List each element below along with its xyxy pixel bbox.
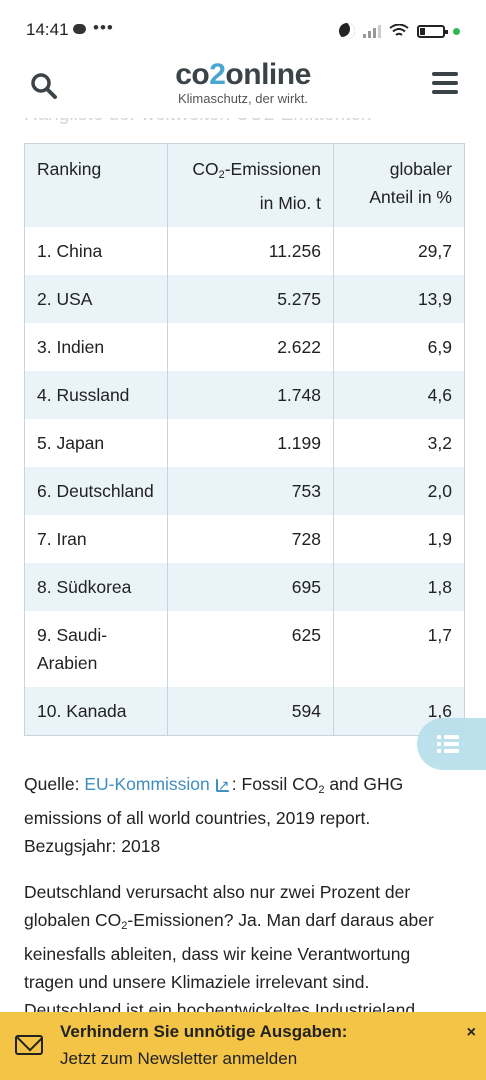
source-note: Quelle: EU-Kommission: Fossil CO2 and GH…	[24, 770, 464, 860]
cell-rank: 4. Russland	[25, 371, 168, 419]
cell-share: 4,6	[333, 371, 464, 419]
source-link[interactable]: EU-Kommission	[84, 774, 210, 794]
header-emissions: CO2-Emissionen in Mio. t	[167, 144, 334, 227]
do-not-disturb-icon	[339, 23, 355, 39]
chat-notification-icon	[73, 24, 86, 34]
body-paragraph: Deutschland verursacht also nur zwei Pro…	[24, 882, 434, 1020]
table-row: 5. Japan 1.199 3,2	[25, 419, 464, 467]
header-ranking: Ranking	[25, 144, 168, 227]
cell-rank: 6. Deutschland	[25, 467, 168, 515]
cell-emissions: 1.199	[167, 419, 334, 467]
cell-share: 29,7	[417, 241, 452, 261]
table-row: 6. Deutschland 753 2,0	[25, 467, 464, 515]
cell-rank: 10. Kanada	[25, 687, 168, 735]
emissions-table: Ranking CO2-Emissionen in Mio. t globale…	[24, 143, 465, 736]
search-icon[interactable]	[30, 72, 58, 100]
external-link-icon[interactable]	[215, 771, 230, 799]
table-row: 2. USA 5.275 13,9	[25, 275, 464, 323]
cell-share: 13,9	[333, 275, 464, 323]
menu-icon[interactable]	[432, 72, 458, 94]
cell-share: 1,7	[427, 625, 452, 645]
table-of-contents-button[interactable]	[417, 718, 486, 770]
cell-rank: 2. USA	[25, 275, 168, 323]
table-header-row: Ranking CO2-Emissionen in Mio. t globale…	[25, 144, 464, 227]
cell-emissions: 594	[167, 687, 334, 735]
cell-rank: 3. Indien	[25, 323, 168, 371]
table-row: 7. Iran 728 1,9	[25, 515, 464, 563]
logo-tagline: Klimaschutz, der wirkt.	[177, 91, 309, 106]
cell-share: 3,2	[427, 433, 452, 453]
header-share: globaler Anteil in %	[333, 144, 464, 227]
cell-emissions: 2.622	[167, 323, 334, 371]
cell-share: 6,9	[427, 337, 452, 357]
table-row: 4. Russland 1.748 4,6	[25, 371, 464, 419]
site-header: co2online Klimaschutz, der wirkt.	[0, 56, 486, 118]
battery-icon	[417, 24, 448, 38]
cell-emissions: 1.748	[167, 371, 334, 419]
cell-rank: 1. China	[25, 227, 168, 275]
wifi-icon	[389, 23, 409, 38]
reference-year: Bezugsjahr: 2018	[24, 836, 161, 856]
cell-emissions: 5.275	[167, 275, 334, 323]
cell-rank: 5. Japan	[25, 419, 168, 467]
list-icon	[437, 735, 459, 756]
table-row: 8. Südkorea 695 1,8	[25, 563, 464, 611]
cell-share: 2,0	[333, 467, 464, 515]
banner-title: Verhindern Sie unnötige Ausgaben:	[60, 1022, 348, 1041]
table-row: 10. Kanada 594 1,6	[25, 687, 464, 735]
cell-emissions: 728	[167, 515, 334, 563]
status-bar: 14:41 •••	[0, 0, 486, 62]
cell-share: 1,8	[333, 563, 464, 611]
table-row: 3. Indien 2.622 6,9	[25, 323, 464, 371]
close-icon[interactable]: ×	[466, 1024, 476, 1041]
cell-emissions: 695	[167, 563, 334, 611]
source-label: Quelle:	[24, 774, 80, 794]
more-notifications-icon: •••	[93, 18, 114, 37]
signal-icon	[363, 24, 381, 38]
cell-rank: 7. Iran	[25, 515, 168, 563]
newsletter-banner[interactable]: Verhindern Sie unnötige Ausgaben: Jetzt …	[0, 1012, 486, 1080]
cell-rank: 8. Südkorea	[25, 563, 168, 611]
cell-emissions: 11.256	[167, 227, 334, 275]
status-time: 14:41	[26, 20, 69, 39]
cell-share: 1,9	[427, 529, 452, 549]
privacy-indicator-icon	[453, 27, 460, 35]
table-row: 9. Saudi-Arabien 625 1,7	[25, 611, 464, 687]
cell-rank: 9. Saudi-Arabien	[25, 611, 168, 687]
site-logo[interactable]: co2online Klimaschutz, der wirkt.	[0, 58, 486, 106]
banner-subtitle[interactable]: Jetzt zum Newsletter anmelden	[60, 1049, 298, 1068]
cell-emissions: 625	[167, 611, 334, 687]
mail-icon	[15, 1035, 43, 1055]
table-row: 1. China 11.256 29,7	[25, 227, 464, 275]
cell-emissions: 753	[167, 467, 334, 515]
